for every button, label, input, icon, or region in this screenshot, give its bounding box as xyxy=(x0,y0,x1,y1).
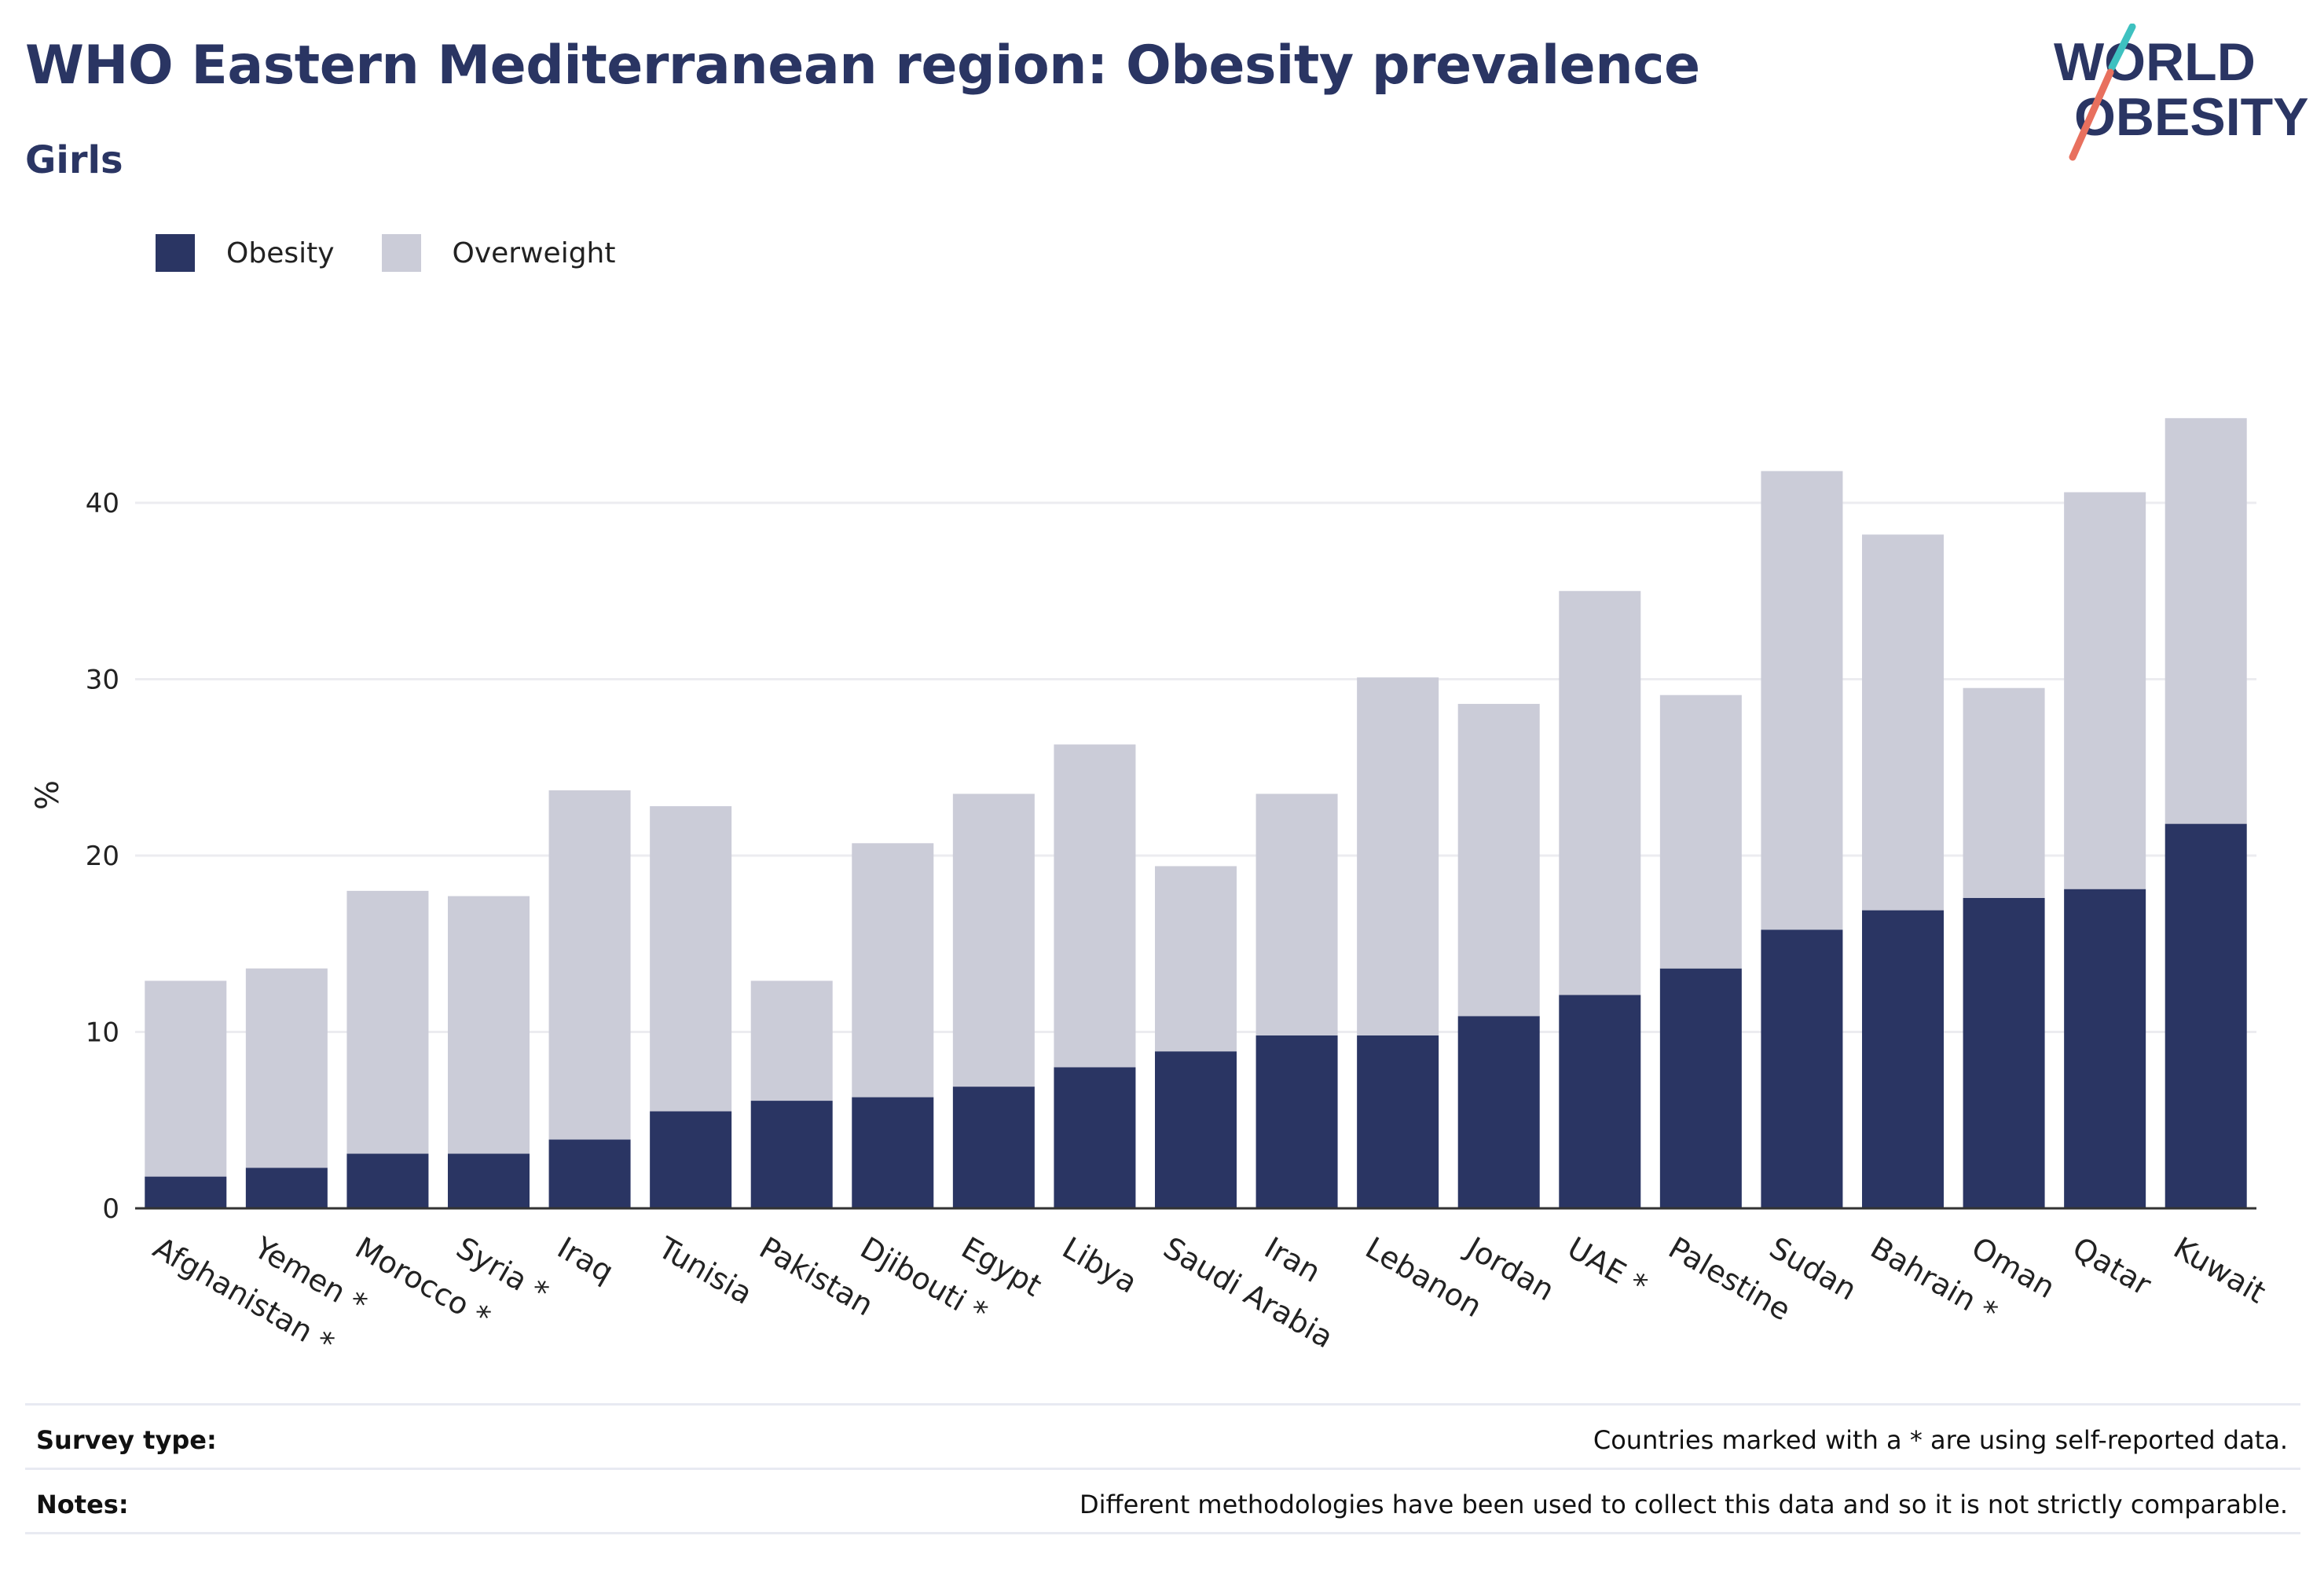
bar-overweight-11[interactable] xyxy=(1255,793,1338,1035)
x-tick-label-4: Iraq xyxy=(552,1230,619,1289)
bar-obesity-16[interactable] xyxy=(1761,929,1843,1208)
x-tick-label-6: Pakistan xyxy=(753,1230,879,1323)
bar-obesity-10[interactable] xyxy=(1155,1051,1237,1208)
bar-obesity-18[interactable] xyxy=(1963,897,2045,1208)
bar-overweight-18[interactable] xyxy=(1963,687,2045,898)
bar-obesity-15[interactable] xyxy=(1659,968,1742,1208)
legend-label-obesity: Obesity xyxy=(226,236,335,269)
y-axis-label: % xyxy=(30,780,66,810)
bar-obesity-3[interactable] xyxy=(448,1153,530,1208)
bar-obesity-20[interactable] xyxy=(2165,823,2247,1208)
footer-divider-top xyxy=(25,1403,2300,1406)
bar-overweight-12[interactable] xyxy=(1357,677,1439,1035)
bar-overweight-19[interactable] xyxy=(2064,492,2146,889)
bar-overweight-15[interactable] xyxy=(1659,695,1742,969)
x-tick-label-9: Libya xyxy=(1057,1230,1143,1300)
bar-overweight-10[interactable] xyxy=(1155,866,1237,1052)
legend-item-obesity[interactable]: Obesity xyxy=(156,234,335,272)
y-tick-label-30: 30 xyxy=(86,665,119,696)
bar-overweight-4[interactable] xyxy=(548,790,631,1140)
logo-teal-slash xyxy=(2108,24,2136,71)
chart-legend: Obesity Overweight xyxy=(156,233,662,273)
bar-obesity-9[interactable] xyxy=(1054,1067,1136,1208)
notes-label: Notes: xyxy=(36,1490,129,1519)
legend-label-overweight: Overweight xyxy=(452,236,616,269)
bar-obesity-1[interactable] xyxy=(245,1167,328,1208)
world-obesity-logo: WORLD OBESITY xyxy=(2054,24,2309,161)
bar-overweight-7[interactable] xyxy=(852,843,934,1098)
x-tick-label-12: Lebanon xyxy=(1360,1230,1488,1324)
y-tick-label-20: 20 xyxy=(86,841,119,872)
bar-obesity-4[interactable] xyxy=(548,1139,631,1208)
x-tick-label-10: Saudi Arabia xyxy=(1158,1230,1340,1355)
bar-obesity-6[interactable] xyxy=(750,1101,833,1208)
chart-title: WHO Eastern Mediterranean region: Obesit… xyxy=(25,35,1700,97)
footer-divider-bottom xyxy=(25,1532,2300,1534)
bar-overweight-3[interactable] xyxy=(448,896,530,1154)
bar-overweight-9[interactable] xyxy=(1054,744,1136,1068)
bar-obesity-14[interactable] xyxy=(1559,995,1641,1208)
notes-text: Different methodologies have been used t… xyxy=(1080,1490,2288,1519)
bar-obesity-2[interactable] xyxy=(346,1153,429,1208)
bar-obesity-17[interactable] xyxy=(1862,910,1944,1208)
footer-divider-middle xyxy=(25,1468,2300,1470)
y-tick-label-40: 40 xyxy=(86,488,119,519)
legend-item-overweight[interactable]: Overweight xyxy=(381,234,616,272)
bar-obesity-13[interactable] xyxy=(1457,1016,1540,1208)
x-tick-label-19: Qatar xyxy=(2067,1230,2157,1303)
logo-text-line1: WORLD xyxy=(2054,32,2256,92)
legend-swatch-obesity xyxy=(156,234,195,272)
bar-obesity-5[interactable] xyxy=(650,1111,732,1208)
bar-obesity-0[interactable] xyxy=(145,1176,227,1208)
bar-obesity-11[interactable] xyxy=(1255,1035,1338,1208)
x-tick-label-20: Kuwait xyxy=(2168,1230,2271,1310)
bar-obesity-7[interactable] xyxy=(852,1097,934,1208)
bar-obesity-19[interactable] xyxy=(2064,889,2146,1208)
x-tick-label-14: UAE * xyxy=(1562,1230,1653,1303)
bar-obesity-12[interactable] xyxy=(1357,1035,1439,1208)
bar-overweight-0[interactable] xyxy=(145,980,227,1177)
y-tick-label-10: 10 xyxy=(86,1017,119,1049)
chart-subtitle: Girls xyxy=(25,138,123,182)
bar-overweight-20[interactable] xyxy=(2165,418,2247,824)
logo-text-line2: OBESITY xyxy=(2074,87,2309,147)
y-tick-label-0: 0 xyxy=(102,1193,119,1225)
bar-overweight-5[interactable] xyxy=(650,806,732,1112)
x-tick-label-5: Tunisia xyxy=(652,1230,758,1311)
bar-overweight-16[interactable] xyxy=(1761,471,1843,930)
bar-overweight-8[interactable] xyxy=(952,793,1035,1087)
bar-obesity-8[interactable] xyxy=(952,1087,1035,1208)
logo-coral-slash xyxy=(2069,68,2114,161)
bar-overweight-17[interactable] xyxy=(1862,534,1944,911)
bar-overweight-6[interactable] xyxy=(750,980,833,1101)
bar-overweight-2[interactable] xyxy=(346,890,429,1154)
bar-overweight-13[interactable] xyxy=(1457,703,1540,1017)
legend-swatch-overweight xyxy=(381,234,421,272)
survey-type-label: Survey type: xyxy=(36,1425,217,1455)
bar-overweight-14[interactable] xyxy=(1559,591,1641,995)
bar-overweight-1[interactable] xyxy=(245,968,328,1168)
x-tick-label-11: Iran xyxy=(1259,1230,1326,1289)
survey-type-text: Countries marked with a * are using self… xyxy=(1593,1425,2288,1455)
